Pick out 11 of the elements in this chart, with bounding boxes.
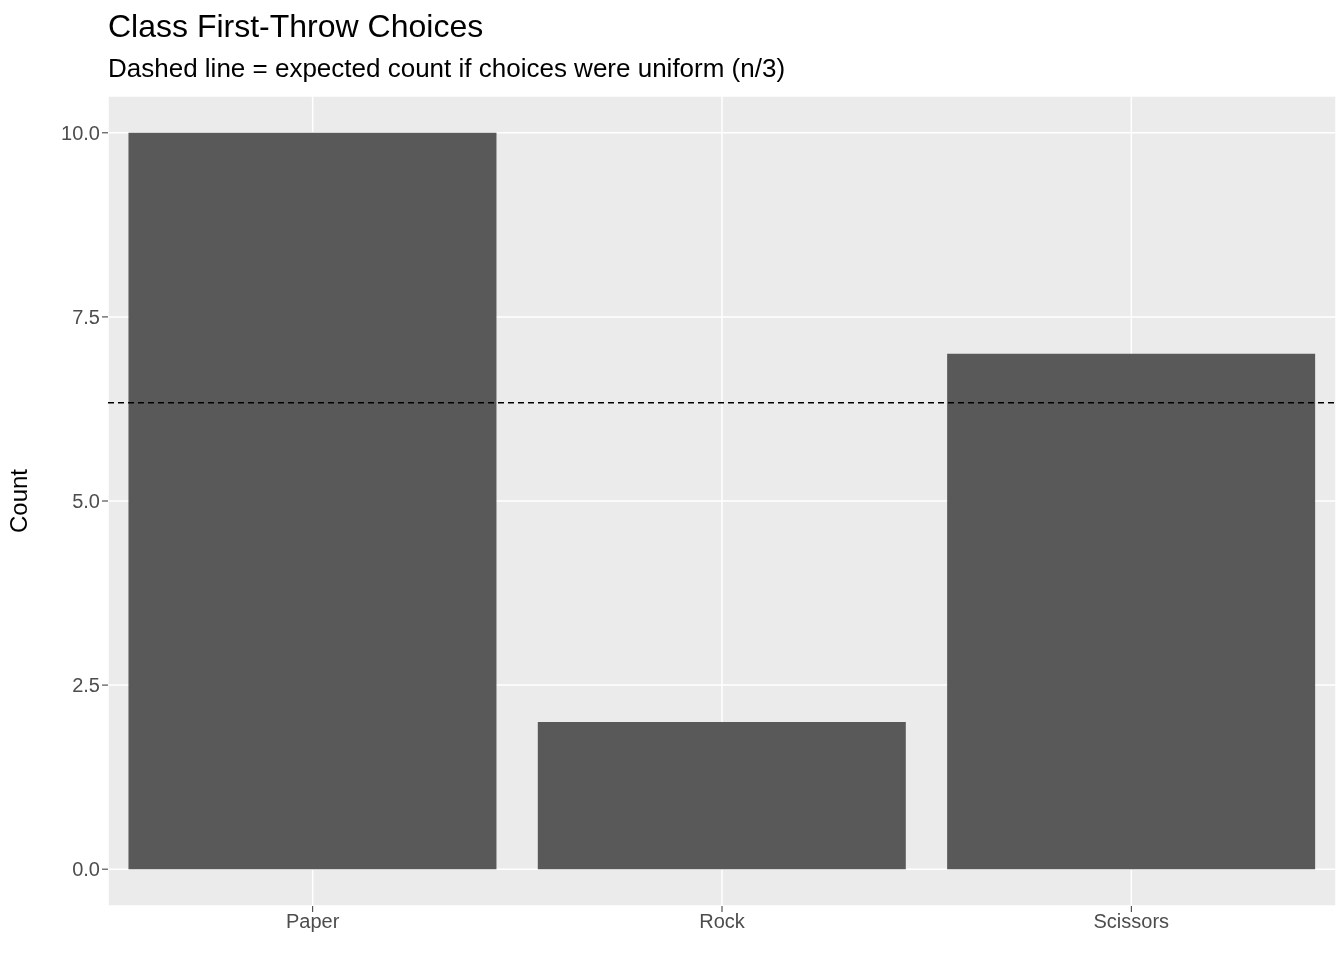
- x-tick-label: Scissors: [1093, 910, 1170, 933]
- x-tick-label: Paper: [285, 910, 340, 933]
- chart-subtitle: Dashed line = expected count if choices were uniform (n/3): [108, 53, 787, 84]
- chart-title: Class First-Throw Choices: [108, 8, 485, 45]
- y-tick-label: 2.5: [72, 674, 100, 697]
- y-tick-label: 5.0: [72, 490, 100, 513]
- y-tick-label: 7.5: [72, 306, 100, 329]
- y-tick-label: 0.0: [72, 858, 100, 881]
- y-tick-label: 10.0: [61, 121, 100, 144]
- x-tick-label: Rock: [699, 910, 746, 933]
- y-axis-title: Count: [4, 468, 32, 534]
